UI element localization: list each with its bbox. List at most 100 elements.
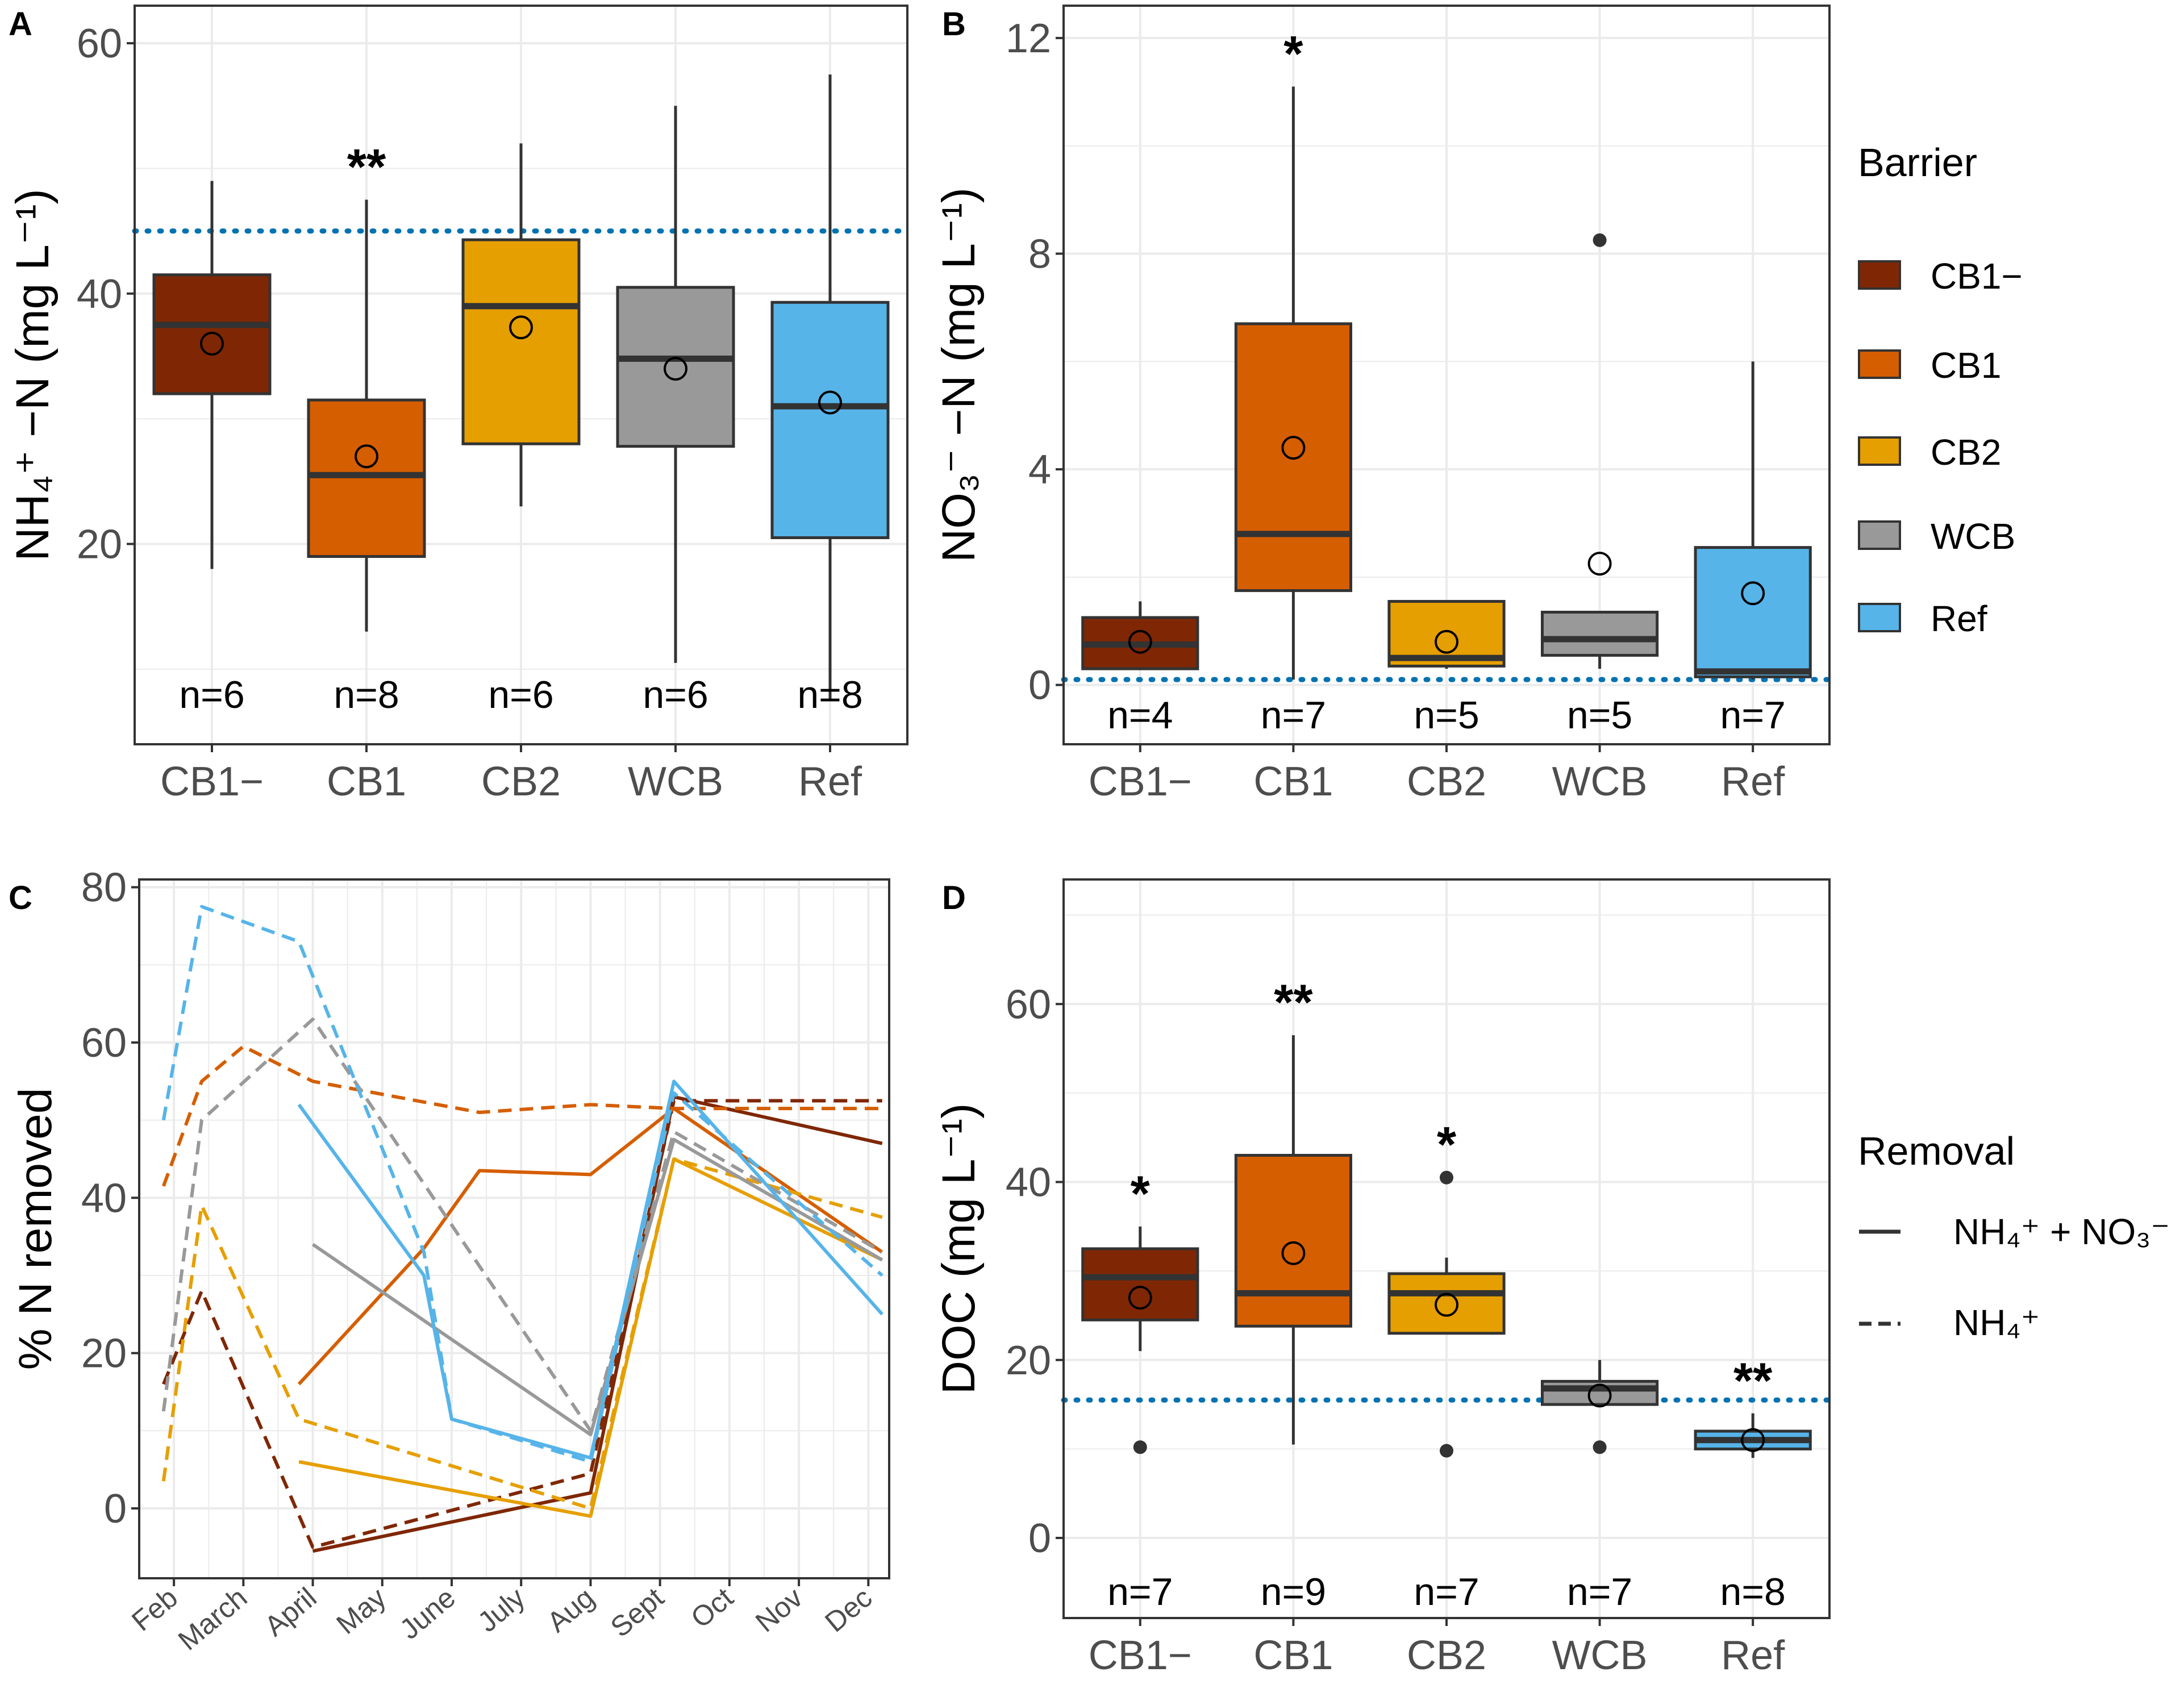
box-iqr — [461, 238, 581, 445]
y-tick-label: 0 — [104, 1486, 127, 1532]
y-tick-label: 4 — [1028, 447, 1051, 493]
box-iqr — [616, 286, 735, 448]
barrier-legend-item: CB1− — [1858, 256, 2023, 297]
x-tick-label: WCB — [1552, 759, 1648, 804]
sample-size-label: n=7 — [1414, 1570, 1479, 1613]
x-tick-label: Ref — [1721, 1633, 1785, 1678]
series-line — [161, 904, 883, 1463]
removal-legend: Removal NH₄⁺ + NO₃⁻ NH₄⁺ — [1858, 1129, 2170, 1343]
sample-size-label: n=7 — [1567, 1570, 1632, 1613]
box-outlier-point — [1593, 1440, 1607, 1454]
box-mean-marker — [664, 356, 687, 381]
barrier-legend-item: CB1 — [1858, 345, 2002, 386]
x-tick-label: CB2 — [1407, 759, 1486, 804]
barrier-legend-label: WCB — [1931, 516, 2015, 557]
barrier-legend-item: WCB — [1858, 516, 2015, 557]
sample-size-label: n=8 — [797, 673, 862, 716]
x-tick-label: CB1 — [1253, 759, 1333, 804]
y-tick-label: 20 — [77, 522, 122, 567]
x-tick-label: WCB — [1552, 1633, 1648, 1678]
box-iqr — [1081, 1247, 1199, 1321]
y-tick-label: 40 — [1006, 1160, 1051, 1206]
box-iqr — [307, 398, 426, 558]
y-tick-label: 0 — [1028, 1516, 1051, 1561]
panel-b-no3-boxplot: n=4 CB1− n=7 * CB1 n=5 CB2 n=5 WCB n=7 Ref 0 4 8 12 NO₃… — [933, 5, 1832, 804]
sample-size-label: n=6 — [488, 673, 553, 716]
y-axis-title: NH₄⁺ −N (mg L⁻¹) — [7, 189, 59, 561]
series-line — [297, 1107, 883, 1386]
series-line — [162, 1099, 882, 1549]
sample-size-label: n=7 — [1261, 694, 1326, 737]
box-mean-marker — [1741, 581, 1765, 606]
box-mean-marker — [1435, 629, 1458, 654]
series-line — [161, 1044, 882, 1187]
box-mean-marker — [1587, 1383, 1612, 1408]
box-mean-marker — [1281, 436, 1306, 460]
plot-border — [1062, 5, 1831, 745]
box-iqr — [152, 273, 272, 395]
significance-marker: ** — [1733, 1352, 1773, 1408]
panel-a-nh4-boxplot: n=6 CB1− n=8 ** CB1 n=6 CB2 n=6 WCB n=8 Ref 20 40 60 N… — [7, 5, 910, 804]
significance-marker: ** — [347, 139, 386, 195]
barrier-legend-label: CB1 — [1931, 345, 2002, 386]
y-tick-label: 40 — [81, 1175, 127, 1221]
y-tick-label: 60 — [1006, 982, 1051, 1027]
plot-border — [134, 5, 908, 745]
x-tick-label: CB2 — [481, 759, 561, 804]
panel-letter-a: A — [9, 6, 32, 43]
x-tick-label: CB1 — [1253, 1633, 1333, 1678]
box-iqr — [1387, 1272, 1506, 1335]
x-tick-label: Ref — [798, 759, 862, 804]
x-tick-label: CB1− — [1089, 759, 1192, 804]
x-tick-label: WCB — [628, 759, 723, 804]
box-iqr — [1234, 322, 1353, 593]
barrier-legend-swatch-wcb — [1858, 520, 1901, 550]
y-tick-label: 20 — [1006, 1338, 1051, 1383]
y-tick-label: 12 — [1006, 16, 1051, 61]
box-outlier-point — [1593, 233, 1607, 247]
panel-letter-d: D — [942, 879, 966, 916]
x-tick-label: Ref — [1721, 759, 1785, 804]
box-outlier-point — [1133, 1440, 1147, 1454]
box-iqr — [770, 301, 890, 539]
box-mean-marker — [1281, 1241, 1306, 1265]
barrier-legend-swatch-cb1-minus — [1858, 260, 1901, 290]
barrier-legend-title: Barrier — [1858, 140, 1977, 185]
significance-marker: * — [1437, 1116, 1457, 1173]
barrier-legend-item: Ref — [1858, 598, 1987, 639]
box-mean-marker — [1435, 1292, 1458, 1317]
x-tick-label: CB1− — [160, 759, 264, 804]
barrier-legend: Barrier CB1− CB1 CB2 WCB Ref — [1858, 140, 2023, 639]
y-axis-title: DOC (mg L⁻¹) — [933, 1103, 985, 1395]
x-tick-label: CB2 — [1407, 1633, 1486, 1678]
box-iqr — [1694, 546, 1812, 678]
series-line — [161, 1018, 883, 1433]
series-line — [161, 1157, 883, 1510]
sample-size-label: n=6 — [643, 673, 708, 716]
barrier-legend-label: Ref — [1931, 598, 1987, 639]
y-tick-label: 60 — [77, 21, 122, 66]
box-mean-marker — [1741, 1428, 1765, 1452]
significance-marker: * — [1283, 25, 1303, 81]
removal-legend-label: NH₄⁺ + NO₃⁻ — [1953, 1211, 2170, 1252]
sample-size-label: n=5 — [1567, 694, 1632, 737]
barrier-legend-label: CB2 — [1931, 432, 2002, 473]
y-tick-label: 20 — [81, 1331, 127, 1377]
y-axis-title: % N removed — [10, 1088, 61, 1370]
box-mean-marker — [818, 390, 842, 415]
box-mean-marker — [355, 444, 378, 469]
sample-size-label: n=6 — [179, 673, 244, 716]
y-tick-label: 40 — [77, 272, 122, 317]
box-outlier-point — [1440, 1444, 1453, 1458]
sample-size-label: n=9 — [1261, 1570, 1326, 1613]
box-mean-marker — [1587, 552, 1612, 576]
x-tick-label: CB1 — [327, 759, 406, 804]
series-line — [297, 1079, 884, 1460]
y-tick-label: 60 — [81, 1020, 127, 1066]
box-mean-marker — [1128, 1286, 1152, 1310]
sample-size-label: n=4 — [1107, 694, 1173, 737]
panel-letter-b: B — [942, 6, 966, 43]
box-iqr — [1234, 1154, 1353, 1328]
